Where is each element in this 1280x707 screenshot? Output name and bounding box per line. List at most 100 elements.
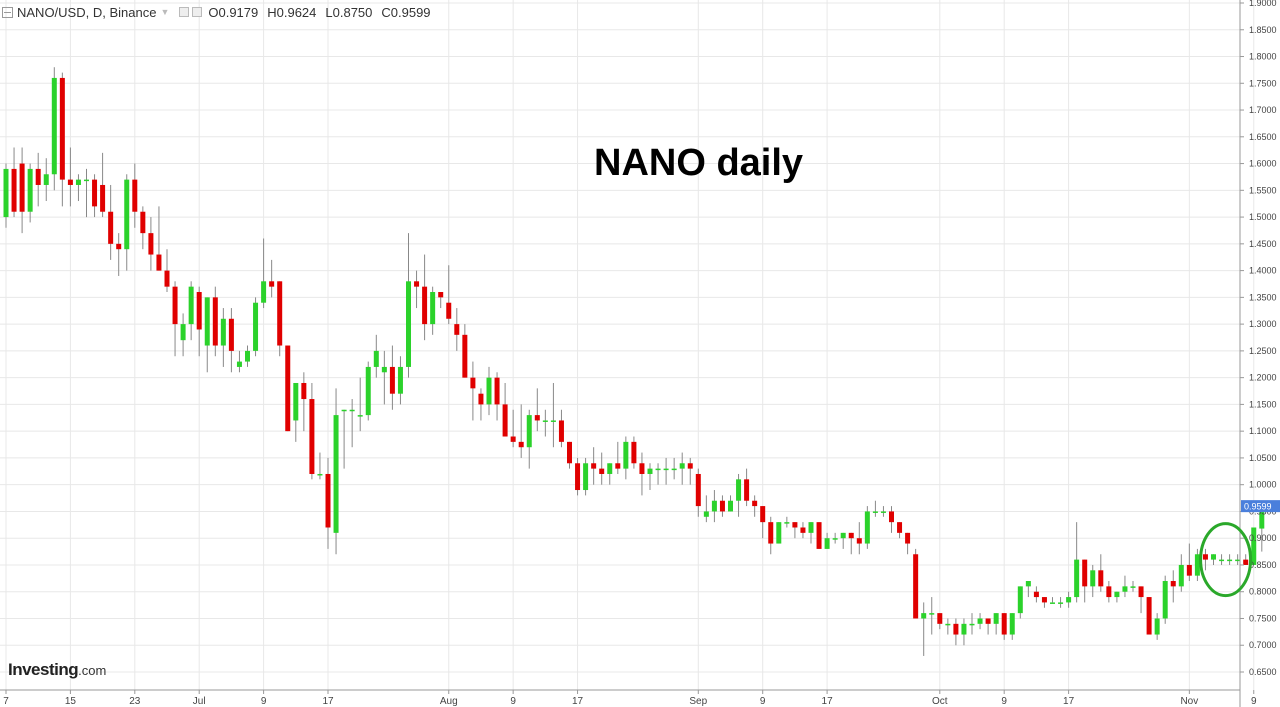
- candle-up: [75, 179, 81, 185]
- candle-down: [132, 179, 138, 212]
- candle-down: [502, 404, 508, 437]
- y-tick-label: 0.7000: [1249, 640, 1277, 650]
- candle-up: [1050, 602, 1055, 604]
- candle-down: [478, 393, 484, 405]
- candle-down: [534, 415, 540, 421]
- candle-down: [599, 468, 605, 474]
- candle-up: [703, 511, 709, 517]
- x-tick-label: 17: [1063, 696, 1075, 707]
- candle-down: [212, 297, 218, 346]
- candle-up: [236, 361, 242, 367]
- candle-down: [446, 302, 452, 319]
- candle-up: [655, 468, 661, 471]
- visibility-icon[interactable]: [192, 7, 203, 17]
- candle-up: [1259, 506, 1265, 529]
- candle-up: [333, 415, 339, 533]
- candle-up: [921, 613, 927, 619]
- high-value: H0.9624: [267, 4, 317, 20]
- x-tick-label: 7: [3, 696, 9, 707]
- y-tick-label: 1.4000: [1249, 266, 1277, 276]
- candle-down: [687, 463, 693, 469]
- y-tick-label: 1.0500: [1249, 453, 1277, 463]
- candle-up: [1114, 591, 1120, 598]
- candle-down: [277, 281, 283, 346]
- candle-down: [1041, 597, 1047, 603]
- candle-up: [824, 538, 830, 549]
- candle-up: [993, 613, 999, 624]
- candle-up: [51, 77, 57, 175]
- candle-down: [228, 318, 234, 351]
- candle-down: [567, 441, 572, 464]
- x-axis: 7 15 23 Jul 9 17 Aug 9 17 Sep 9 17 Oct 9 17 Nov 9: [0, 689, 1257, 707]
- candle-up: [929, 613, 935, 615]
- candle-down: [116, 243, 122, 250]
- candle-up: [1251, 527, 1257, 565]
- candle-up: [1130, 586, 1136, 588]
- candle-down: [937, 613, 943, 624]
- collapse-icon[interactable]: [2, 6, 13, 18]
- candle-down: [889, 511, 894, 523]
- chevron-down-icon[interactable]: ▼: [160, 7, 170, 17]
- candle-down: [575, 463, 581, 491]
- candle-down: [325, 473, 331, 528]
- candle-down: [19, 163, 25, 212]
- candle-up: [188, 286, 194, 325]
- candle-down: [558, 420, 564, 442]
- y-tick-label: 1.3500: [1249, 292, 1277, 302]
- candle-down: [856, 538, 862, 544]
- candle-down: [985, 618, 991, 624]
- symbol-label[interactable]: NANO/USD, D, Binance: [17, 4, 157, 20]
- candle-down: [744, 479, 750, 501]
- y-tick-label: 0.8500: [1249, 560, 1277, 570]
- candle-up: [349, 409, 355, 412]
- close-value: C0.9599: [381, 4, 431, 20]
- candle-up: [1219, 559, 1225, 562]
- candle-up: [647, 468, 653, 474]
- candle-up: [1017, 586, 1023, 614]
- candle-up: [180, 324, 186, 341]
- candle-up: [261, 281, 267, 303]
- candle-down: [615, 463, 621, 469]
- x-tick-label: Sep: [689, 696, 707, 707]
- y-tick-label: 0.9000: [1249, 533, 1277, 543]
- overlay: 0.9599: [1199, 500, 1280, 598]
- settings-icon[interactable]: [179, 7, 190, 17]
- candle-down: [108, 211, 114, 244]
- candle-down: [301, 382, 307, 400]
- candle-up: [736, 479, 742, 501]
- candle-up: [1178, 564, 1184, 587]
- candle-up: [607, 463, 613, 474]
- chart-title: NANO daily: [594, 142, 804, 184]
- candle-down: [953, 623, 959, 635]
- y-tick-label: 1.4500: [1249, 239, 1277, 249]
- candle-up: [1025, 581, 1031, 587]
- candle-down: [913, 554, 919, 619]
- open-value: O0.9179: [208, 4, 259, 20]
- candle-up: [341, 409, 347, 412]
- candle-up: [43, 174, 49, 185]
- candle-down: [172, 286, 178, 325]
- candle-up: [1227, 559, 1233, 562]
- logo-suffix: .com: [78, 663, 107, 678]
- x-tick-label: 9: [760, 696, 766, 707]
- candle-up: [776, 522, 782, 544]
- y-tick-label: 1.6000: [1249, 159, 1277, 169]
- y-tick-label: 0.7500: [1249, 613, 1277, 623]
- candle-down: [1186, 564, 1192, 576]
- x-tick-label: Aug: [440, 696, 458, 707]
- candle-down: [414, 281, 420, 287]
- candle-down: [1001, 613, 1007, 635]
- candle-down: [67, 179, 73, 185]
- candle-up: [961, 623, 967, 635]
- x-tick-label: 9: [261, 696, 267, 707]
- candle-up: [880, 511, 886, 513]
- y-tick-label: 0.8000: [1249, 587, 1277, 597]
- candle-up: [1235, 559, 1241, 562]
- candle-up: [1009, 613, 1015, 635]
- x-tick-label: 17: [822, 696, 834, 707]
- candle-down: [768, 522, 774, 544]
- candle-up: [373, 350, 379, 367]
- x-tick-label: 9: [1251, 696, 1257, 707]
- candle-up: [1066, 597, 1072, 603]
